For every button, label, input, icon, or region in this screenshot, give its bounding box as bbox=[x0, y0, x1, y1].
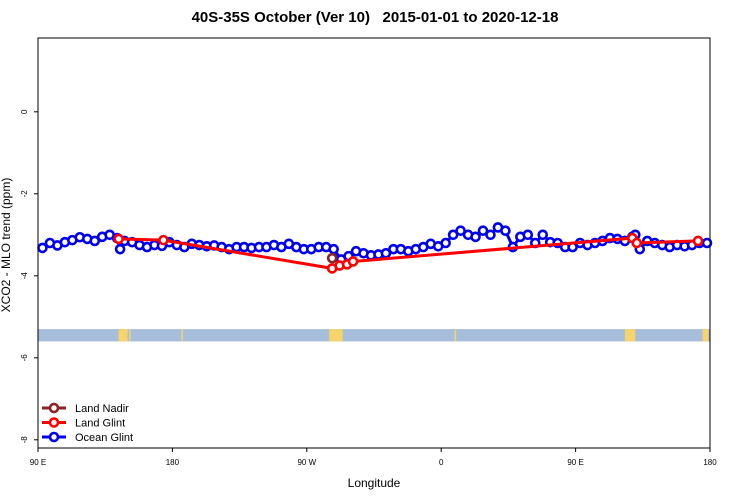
series-land-glint bbox=[113, 232, 704, 274]
x-tick-label: 180 bbox=[166, 458, 180, 467]
legend-swatch-marker bbox=[48, 417, 60, 428]
land-segment bbox=[118, 329, 128, 342]
x-tick-label: 0 bbox=[439, 458, 444, 467]
land-ocean-band bbox=[38, 329, 710, 342]
ocean-band bbox=[38, 329, 710, 342]
data-point bbox=[500, 225, 511, 236]
legend-item: Ocean Glint bbox=[42, 431, 133, 444]
legend: Land Nadir Land Glint Ocean Glint bbox=[42, 402, 133, 444]
x-axis: 90 E 180 90 W 0 90 E 180 bbox=[30, 448, 717, 467]
y-tick-label: -2 bbox=[20, 190, 29, 198]
x-tick-label: 180 bbox=[703, 458, 717, 467]
series-layer bbox=[37, 222, 713, 274]
data-point bbox=[537, 229, 549, 241]
data-point bbox=[455, 225, 466, 236]
data-point bbox=[326, 252, 338, 264]
data-point bbox=[447, 229, 459, 241]
land-segment bbox=[181, 329, 183, 342]
legend-swatch-marker bbox=[48, 431, 60, 443]
x-tick-label: 90 E bbox=[567, 458, 583, 467]
y-tick-label: 0 bbox=[20, 109, 29, 114]
data-point bbox=[631, 237, 643, 249]
y-tick-label: -8 bbox=[20, 436, 29, 444]
data-point bbox=[470, 231, 481, 243]
data-point bbox=[522, 229, 534, 241]
data-point bbox=[692, 235, 704, 247]
x-tick-label: 90 E bbox=[30, 458, 46, 467]
y-tick-label: -4 bbox=[20, 272, 29, 280]
land-segment bbox=[702, 329, 709, 342]
data-point bbox=[440, 237, 451, 249]
data-point bbox=[89, 235, 101, 247]
data-point bbox=[113, 233, 124, 245]
data-point bbox=[701, 237, 713, 249]
legend-item: Land Glint bbox=[42, 417, 125, 430]
legend-item: Land Nadir bbox=[42, 402, 129, 415]
legend-swatch-marker bbox=[48, 402, 60, 414]
series-ocean-glint bbox=[37, 222, 713, 265]
y-tick-label: -6 bbox=[20, 354, 29, 362]
land-segment bbox=[329, 329, 343, 342]
data-point bbox=[477, 225, 489, 236]
data-point bbox=[114, 243, 126, 255]
x-axis-label: Longitude bbox=[347, 476, 401, 490]
plot-frame bbox=[37, 37, 711, 449]
legend-label: Land Glint bbox=[75, 418, 125, 430]
data-point bbox=[328, 243, 339, 255]
x-tick-label: 90 W bbox=[297, 458, 316, 467]
data-point bbox=[158, 234, 169, 246]
y-axis: 0 -2 -4 -6 -8 bbox=[20, 109, 38, 443]
chart-title: 40S-35S October (Ver 10) 2015-01-01 to 2… bbox=[191, 9, 559, 26]
data-point bbox=[347, 256, 359, 267]
land-segment bbox=[454, 329, 457, 342]
series-land-nadir bbox=[326, 252, 338, 264]
legend-label: Land Nadir bbox=[75, 403, 129, 415]
land-segment bbox=[624, 329, 636, 342]
data-point bbox=[485, 229, 496, 241]
land-segment bbox=[129, 329, 131, 342]
legend-label: Ocean Glint bbox=[75, 432, 133, 444]
